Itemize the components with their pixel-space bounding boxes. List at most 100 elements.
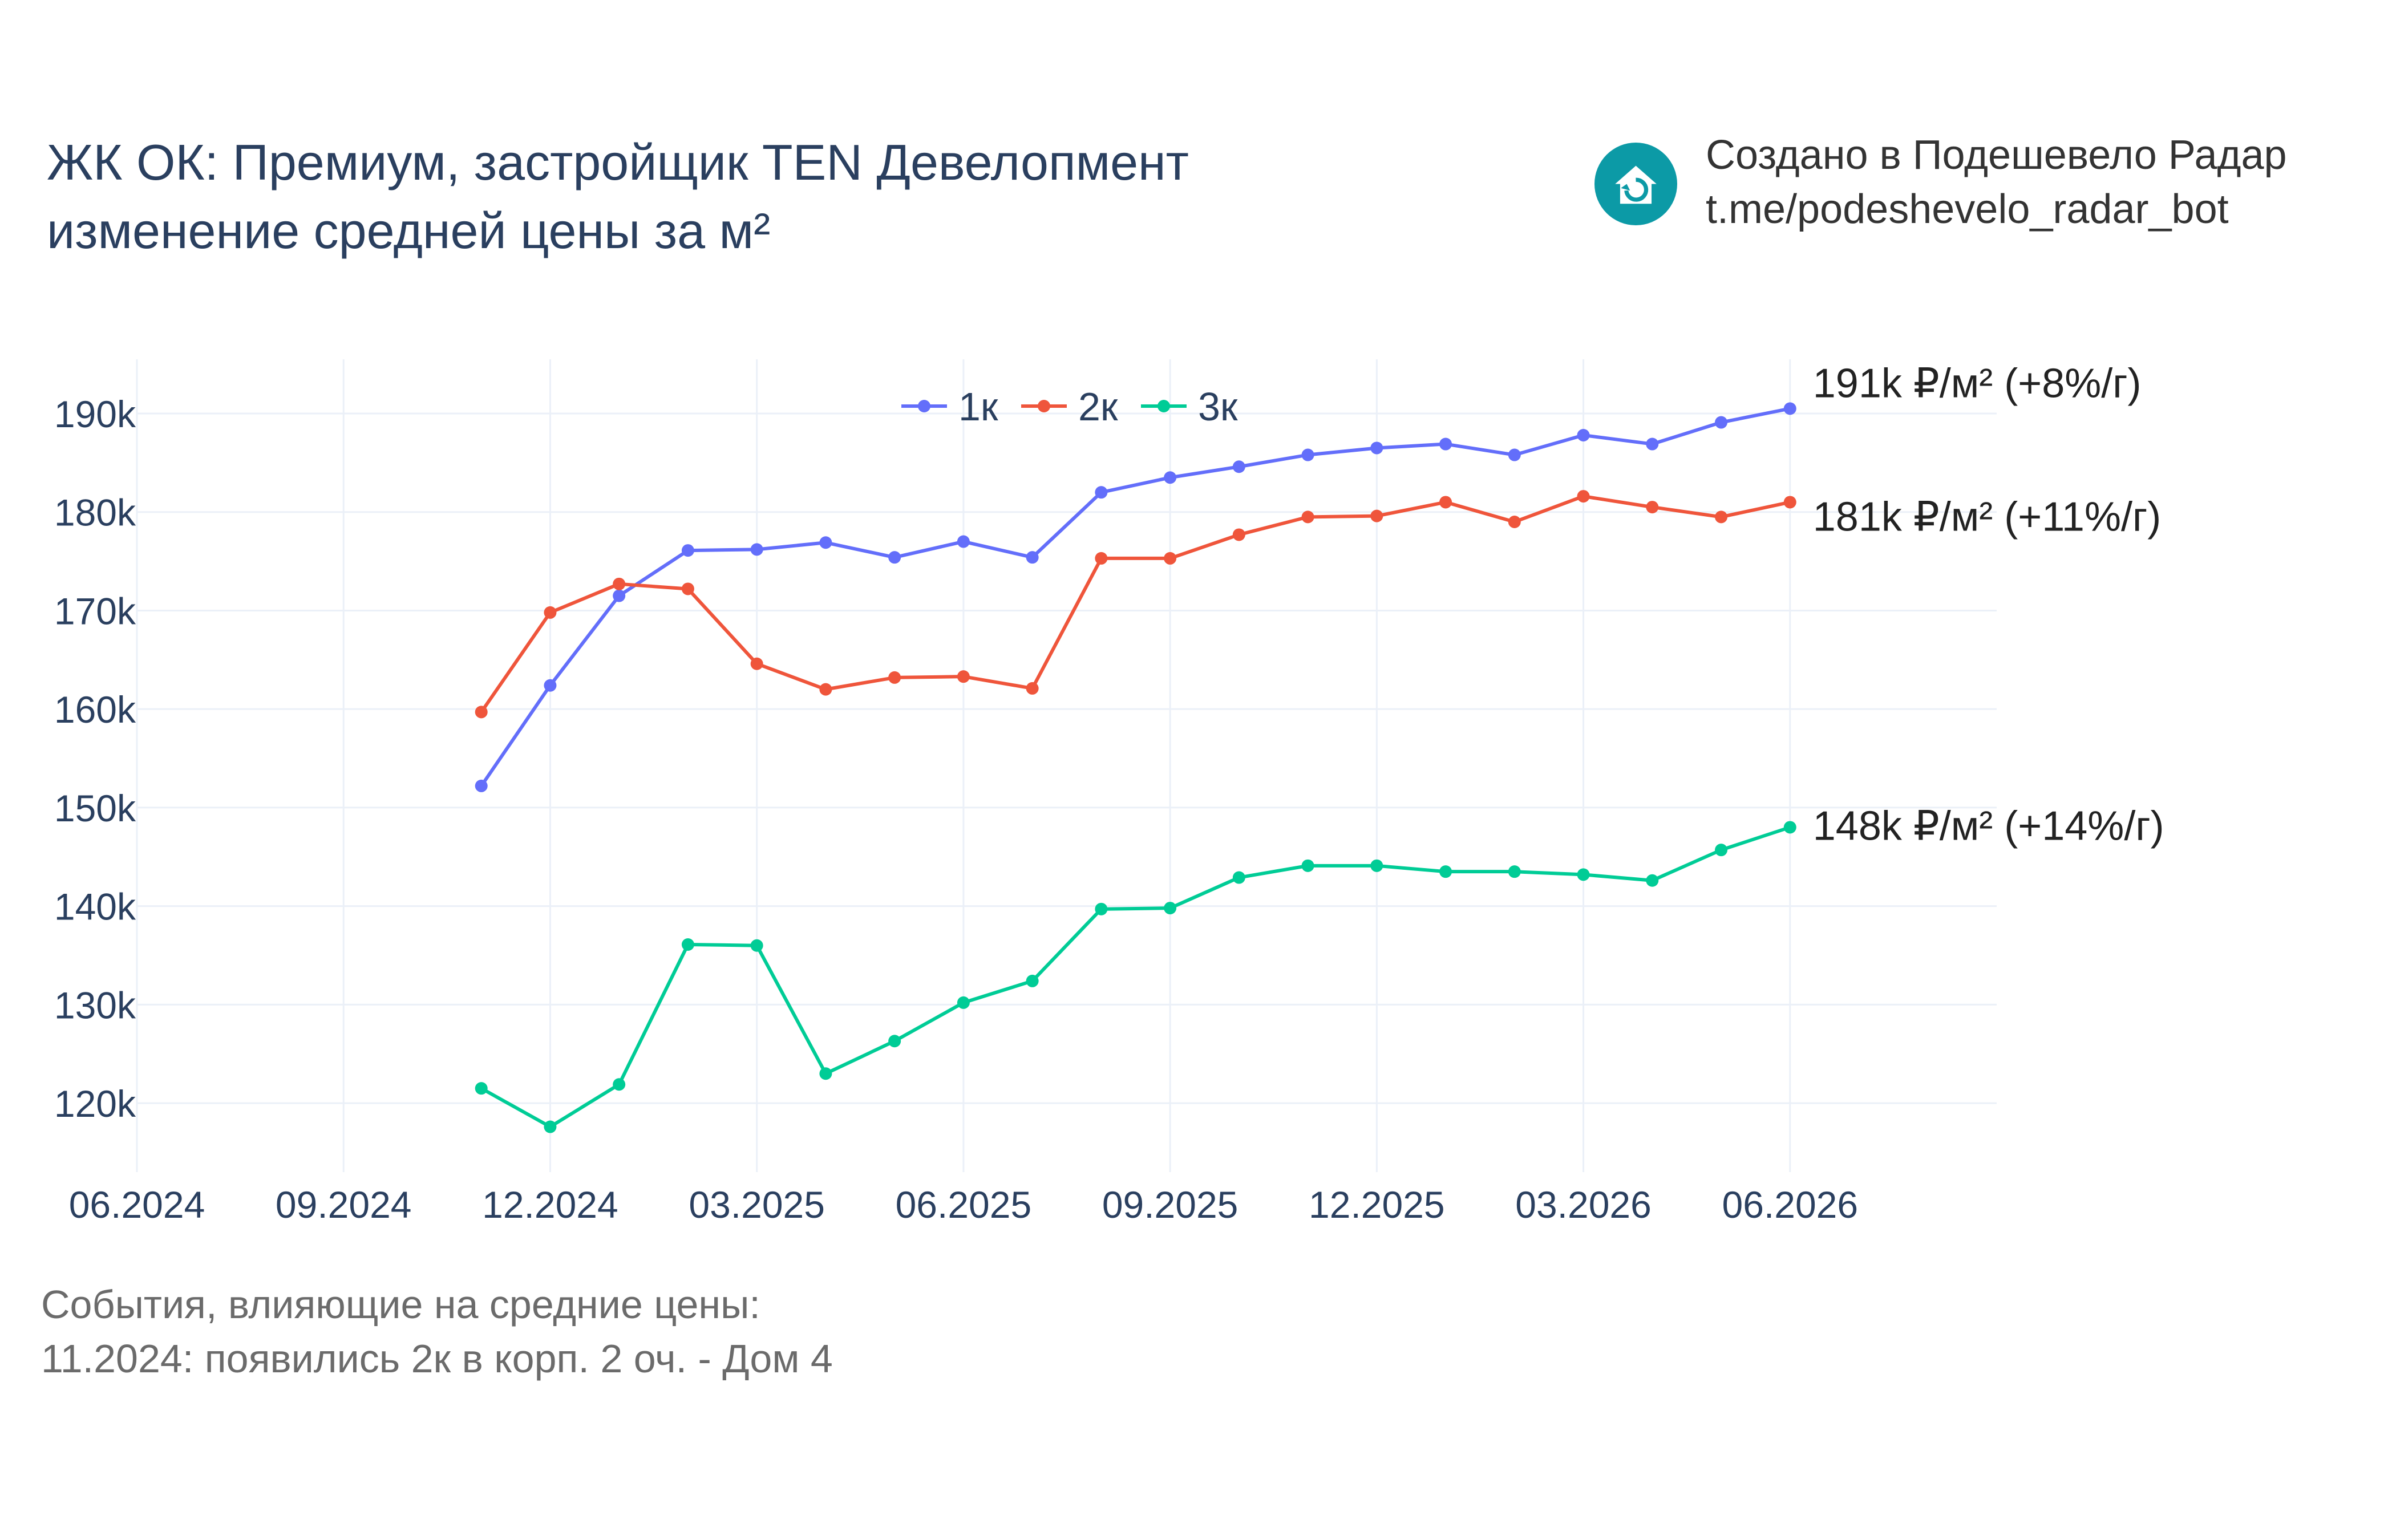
data-point: [475, 779, 488, 792]
data-point: [1439, 437, 1452, 451]
data-point: [681, 582, 694, 595]
chart-title-line2: изменение средней цены за м²: [47, 202, 771, 259]
legend-item[interactable]: 1к: [901, 384, 998, 429]
series-1: [475, 402, 1796, 792]
y-tick-label: 120k: [54, 1083, 136, 1125]
data-point: [1095, 552, 1108, 565]
data-point: [613, 577, 626, 590]
data-point: [475, 1082, 488, 1095]
legend-item[interactable]: 2к: [1021, 384, 1118, 429]
data-point: [1783, 496, 1796, 509]
credit: Создано в Подешевело Радар t.me/podeshev…: [1706, 128, 2287, 237]
data-point: [681, 544, 694, 557]
x-tick-label: 09.2024: [276, 1184, 412, 1226]
data-point: [1232, 528, 1245, 541]
y-tick-label: 140k: [54, 886, 136, 928]
data-point: [1370, 859, 1383, 872]
data-point: [1232, 460, 1245, 473]
house-refresh-icon: [1594, 143, 1677, 225]
line-chart: 120k 130k 140k 150k 160k 170k 180k 190k 06.2024…: [54, 359, 2164, 1226]
data-point: [1715, 844, 1728, 857]
data-point: [750, 657, 763, 670]
y-tick-label: 170k: [54, 590, 136, 632]
y-tick-label: 150k: [54, 787, 136, 829]
data-point: [613, 589, 626, 602]
data-point: [1508, 448, 1521, 461]
data-point: [1783, 402, 1796, 415]
series-line: [480, 495, 1791, 714]
y-tick-label: 180k: [54, 492, 136, 534]
data-point: [1646, 501, 1659, 514]
data-point: [957, 535, 970, 548]
series-3: [475, 821, 1796, 1133]
data-point: [1232, 871, 1245, 884]
data-point: [888, 671, 901, 684]
x-tick-label: 06.2026: [1722, 1184, 1858, 1226]
y-tick-label: 190k: [54, 393, 136, 435]
series-end-label: 191k ₽/м² (+8%/г): [1813, 360, 2142, 406]
data-point: [1370, 509, 1383, 522]
data-point: [888, 1035, 901, 1048]
y-tick-label: 130k: [54, 984, 136, 1026]
x-axis: 06.2024 09.2024 12.2024 03.2025 06.2025 09.20…: [69, 1184, 1858, 1226]
x-tick-label: 06.2024: [69, 1184, 205, 1226]
chart-grid: [136, 359, 1997, 1172]
data-point: [1646, 874, 1659, 887]
legend-marker: [1038, 400, 1050, 412]
end-labels: 191k ₽/м² (+8%/г) 181k ₽/м² (+11%/г) 148k …: [1813, 360, 2164, 849]
data-point: [1164, 552, 1177, 565]
x-tick-label: 03.2026: [1515, 1184, 1652, 1226]
data-point: [475, 706, 488, 719]
legend-label: 2к: [1078, 384, 1118, 429]
data-point: [1439, 865, 1452, 878]
series-line: [480, 825, 1791, 1129]
data-point: [888, 551, 901, 564]
event-item-1: 11.2024: появились 2к в корп. 2 оч. - До…: [41, 1336, 833, 1381]
data-point: [1577, 868, 1590, 881]
x-tick-label: 09.2025: [1102, 1184, 1239, 1226]
series-end-label: 181k ₽/м² (+11%/г): [1813, 494, 2161, 540]
data-point: [1715, 416, 1728, 429]
data-point: [1370, 441, 1383, 455]
events-heading: События, влияющие на средние цены:: [41, 1282, 760, 1327]
x-tick-label: 06.2025: [896, 1184, 1032, 1226]
legend-item[interactable]: 3к: [1141, 384, 1238, 429]
data-point: [819, 683, 832, 696]
data-point: [957, 670, 970, 683]
data-point: [819, 536, 832, 549]
data-point: [681, 938, 694, 951]
series-line: [480, 407, 1791, 787]
data-point: [1783, 821, 1796, 834]
data-point: [1301, 859, 1314, 872]
data-point: [1577, 490, 1590, 503]
series-2: [475, 490, 1796, 719]
data-point: [1508, 516, 1521, 528]
data-point: [1095, 486, 1108, 499]
credit-line1: Создано в Подешевело Радар: [1706, 132, 2287, 178]
chart-title: ЖК ОК: Премиум, застройщик TEN Девелопме…: [47, 128, 1189, 265]
legend-marker: [918, 400, 930, 412]
chart-title-line1: ЖК ОК: Премиум, застройщик TEN Девелопме…: [47, 134, 1189, 191]
chart-legend: 1к 2к 3к: [901, 384, 1238, 429]
x-tick-label: 12.2024: [482, 1184, 618, 1226]
data-point: [957, 996, 970, 1009]
chart-series: [475, 402, 1796, 1133]
data-point: [1508, 865, 1521, 878]
data-point: [544, 1120, 557, 1133]
legend-label: 3к: [1198, 384, 1238, 429]
data-point: [819, 1067, 832, 1080]
data-point: [1026, 682, 1039, 695]
data-point: [613, 1078, 626, 1091]
x-tick-label: 12.2025: [1309, 1184, 1445, 1226]
legend-label: 1к: [958, 384, 998, 429]
data-point: [1577, 429, 1590, 441]
data-point: [544, 606, 557, 619]
data-point: [1439, 496, 1452, 509]
credit-link[interactable]: t.me/podeshevelo_radar_bot: [1706, 187, 2229, 232]
y-tick-label: 160k: [54, 688, 136, 731]
data-point: [1026, 974, 1039, 987]
data-point: [750, 543, 763, 556]
data-point: [1026, 551, 1039, 564]
x-tick-label: 03.2025: [689, 1184, 825, 1226]
data-point: [1301, 448, 1314, 461]
